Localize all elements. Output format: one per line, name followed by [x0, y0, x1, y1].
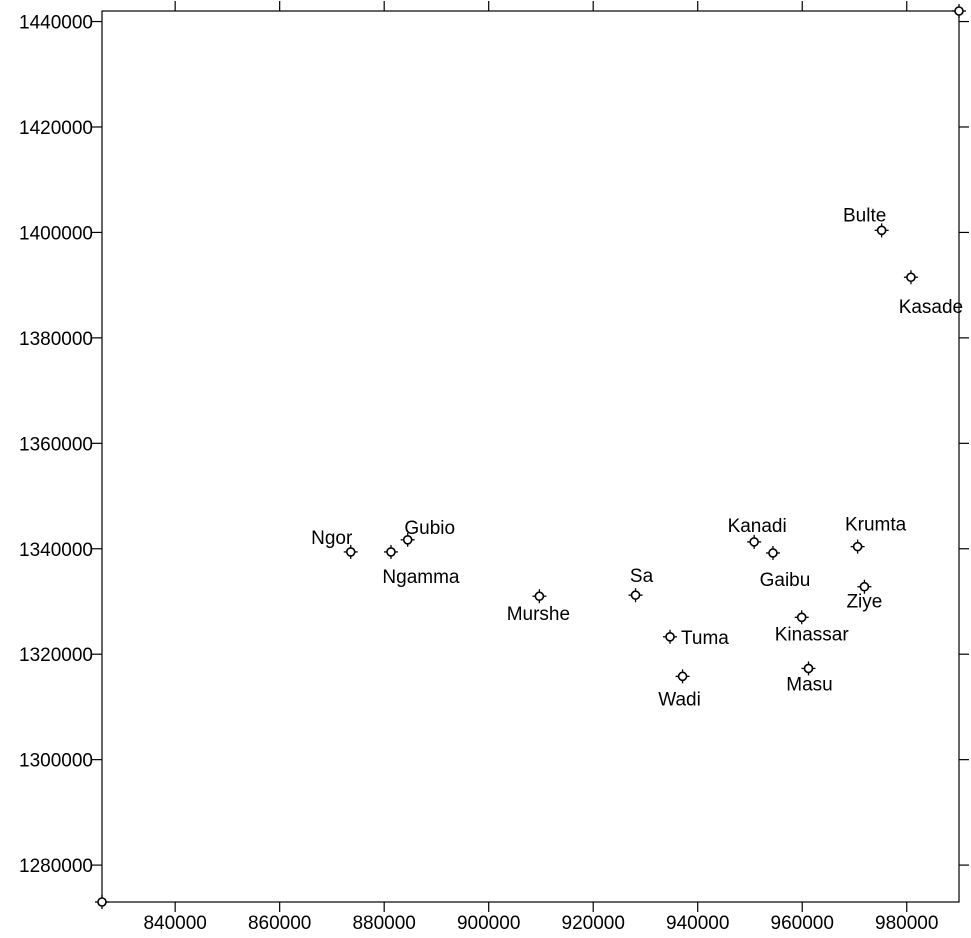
data-point: Kanadi: [728, 516, 787, 549]
point-label: Gubio: [404, 518, 455, 539]
point-marker: [796, 612, 807, 623]
data-point: Gubio: [400, 518, 455, 547]
point-label: Krumta: [845, 515, 907, 536]
point-label: Gaibu: [760, 570, 811, 591]
data-point: Wadi: [658, 669, 701, 710]
point-marker: [749, 537, 759, 547]
point-label: Ziye: [846, 592, 882, 613]
y-tick-label: 1320000: [19, 645, 93, 666]
plot-frame: [101, 10, 960, 903]
x-tick-label: 860000: [248, 913, 311, 934]
point-label: Murshe: [507, 604, 570, 625]
data-point: [95, 895, 109, 909]
x-tick-label: 920000: [562, 913, 625, 934]
x-tick-label: 940000: [666, 913, 729, 934]
y-tick-label: 1360000: [19, 434, 93, 455]
y-tick-label: 1300000: [19, 751, 93, 772]
point-label: Tuma: [681, 628, 729, 649]
point-label: Ngor: [311, 528, 353, 549]
point-marker: [345, 547, 356, 557]
point-marker: [876, 225, 887, 236]
point-marker: [859, 581, 870, 592]
point-label: Bulte: [843, 205, 886, 226]
x-tick-label: 980000: [875, 913, 938, 934]
data-point: Krumta: [845, 515, 907, 554]
point-label: Kinassar: [775, 624, 850, 645]
data-point: [952, 4, 966, 18]
point-marker: [803, 663, 814, 674]
y-tick-label: 1440000: [19, 13, 93, 34]
point-marker: [906, 272, 916, 283]
point-marker: [534, 591, 545, 602]
data-point: Ngamma: [382, 544, 460, 588]
data-point: Bulte: [843, 205, 889, 238]
x-tick-label: 880000: [352, 913, 415, 934]
y-tick-label: 1400000: [19, 223, 93, 244]
point-marker: [768, 548, 778, 558]
data-point: Murshe: [507, 589, 570, 625]
point-marker: [665, 632, 675, 642]
data-point: Ziye: [846, 579, 882, 613]
point-marker: [954, 6, 964, 16]
point-marker: [677, 671, 688, 682]
y-tick-label: 1340000: [19, 540, 93, 561]
point-marker: [852, 541, 863, 552]
x-tick-label: 900000: [457, 913, 520, 934]
data-point: Kasade: [899, 270, 963, 318]
point-label: Ngamma: [382, 567, 460, 588]
y-tick-label: 1420000: [19, 118, 93, 139]
point-label: Wadi: [658, 689, 701, 710]
axes: 840000 860000 880000 900000 920000 940000 9600…: [19, 1, 969, 934]
data-point: Kinassar: [775, 610, 850, 645]
data-points: Ngor Ngamma Gubio Murshe Sa Tuma Wadi Kanadi Gai…: [95, 4, 966, 909]
point-label: Kanadi: [728, 516, 787, 537]
data-point: Masu: [786, 661, 833, 695]
data-point: Gaibu: [760, 545, 811, 591]
data-point: Sa: [628, 566, 654, 603]
data-point: Ngor: [311, 528, 358, 559]
y-tick-label: 1380000: [19, 329, 93, 350]
x-tick-label: 840000: [143, 913, 206, 934]
point-label: Masu: [786, 674, 832, 695]
point-marker: [630, 590, 641, 600]
point-label: Kasade: [899, 297, 963, 318]
point-label: Sa: [630, 566, 654, 587]
point-marker: [386, 547, 396, 557]
data-point: Tuma: [663, 628, 729, 649]
y-tick-label: 1280000: [19, 856, 93, 877]
x-tick-label: 960000: [771, 913, 834, 934]
point-marker: [97, 897, 107, 907]
point-marker: [402, 535, 413, 545]
